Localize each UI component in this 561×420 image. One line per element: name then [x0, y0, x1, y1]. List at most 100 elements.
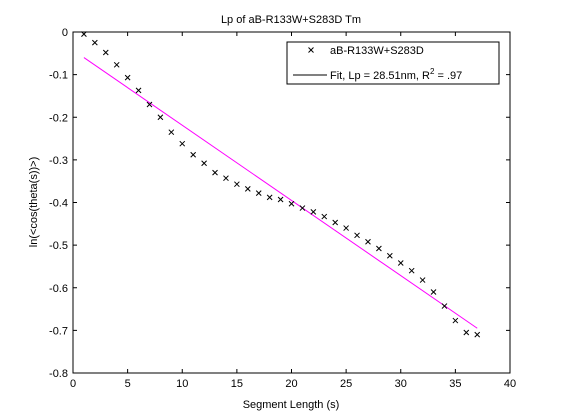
- y-tick-label: -0.1: [49, 70, 68, 82]
- data-point: [146, 101, 153, 108]
- data-point: [365, 238, 371, 245]
- y-tick-label: -0.5: [49, 240, 68, 252]
- legend-fit-suffix: = .97: [434, 70, 462, 82]
- legend-marker-x: [308, 47, 314, 53]
- data-point: [179, 140, 186, 147]
- axis-ticks: 0 5 10 15 20 25 30 35 40 0 -0.1 -0.2 -0.3 -0.4 -0.5 -0.…: [49, 27, 516, 390]
- data-point: [234, 181, 240, 188]
- data-point: [201, 160, 207, 167]
- marker-stroke: [376, 245, 382, 252]
- data-point: [190, 151, 197, 158]
- marker-stroke: [91, 39, 98, 46]
- marker-stroke: [244, 186, 251, 192]
- marker-stroke: [146, 101, 153, 108]
- data-point: [386, 252, 393, 259]
- data-point: [135, 87, 142, 94]
- data-point: [343, 225, 349, 231]
- data-point: [397, 260, 404, 266]
- data-point: [277, 196, 284, 203]
- marker-stroke: [463, 329, 470, 336]
- data-point: [376, 245, 382, 252]
- marker-stroke: [408, 267, 415, 274]
- legend-x-marker: [308, 47, 314, 53]
- marker-stroke: [190, 151, 197, 158]
- y-tick-label: -0.6: [49, 283, 68, 295]
- data-point: [452, 317, 459, 324]
- marker-stroke: [201, 160, 207, 167]
- chart-title: Lp of aB-R133W+S283D Tm: [221, 14, 361, 26]
- marker-stroke: [266, 194, 273, 201]
- data-point: [332, 219, 339, 226]
- legend-item-data: aB-R133W+S283D: [308, 45, 424, 57]
- fit-line: [83, 57, 478, 329]
- data-point: [168, 129, 175, 136]
- data-point: [299, 205, 306, 211]
- data-point: [474, 331, 481, 338]
- y-tick-label: -0.3: [49, 155, 68, 167]
- y-tick-label: -0.2: [49, 112, 68, 124]
- x-tick-label: 10: [176, 378, 188, 390]
- fit-line-layer: [83, 57, 478, 329]
- marker-stroke: [386, 252, 393, 259]
- data-markers: [81, 31, 481, 338]
- y-tick-label: 0: [62, 27, 68, 39]
- data-point: [408, 267, 415, 274]
- marker-stroke: [113, 61, 120, 68]
- legend-label-fit: Fit, Lp = 28.51nm, R2 = .97: [330, 67, 462, 82]
- data-point: [463, 329, 470, 336]
- data-point: [212, 169, 218, 176]
- x-tick-label: 5: [125, 378, 131, 390]
- x-tick-label: 25: [340, 378, 352, 390]
- x-tick-label: 35: [449, 378, 461, 390]
- data-point: [266, 194, 273, 201]
- marker-stroke: [397, 260, 404, 266]
- marker-stroke: [223, 175, 229, 182]
- legend-fit-superscript: 2: [430, 67, 435, 76]
- marker-stroke: [212, 169, 218, 176]
- data-point: [288, 200, 295, 207]
- data-point: [430, 289, 437, 295]
- data-point: [124, 74, 131, 81]
- marker-stroke: [135, 87, 142, 94]
- marker-stroke: [321, 213, 328, 220]
- legend: aB-R133W+S283D Fit, Lp = 28.51nm, R2 = .…: [286, 41, 500, 85]
- y-tick-label: -0.4: [49, 198, 68, 210]
- data-point: [81, 31, 87, 37]
- legend-item-fit: Fit, Lp = 28.51nm, R2 = .97: [293, 67, 462, 82]
- legend-box: [286, 41, 500, 85]
- marker-stroke: [365, 238, 371, 245]
- marker-stroke: [354, 232, 360, 239]
- marker-stroke: [277, 196, 284, 203]
- data-point: [223, 175, 229, 182]
- marker-stroke: [168, 129, 175, 136]
- marker-stroke: [474, 331, 481, 338]
- x-tick-label: 40: [504, 378, 516, 390]
- marker-stroke: [102, 49, 109, 56]
- x-tick-label: 30: [395, 378, 407, 390]
- data-point: [441, 303, 448, 309]
- marker-stroke: [288, 200, 295, 207]
- x-tick-label: 20: [285, 378, 297, 390]
- x-axis-label: Segment Length (s): [243, 399, 340, 411]
- data-point: [244, 186, 251, 192]
- marker-stroke: [255, 190, 262, 196]
- marker-stroke: [179, 140, 186, 147]
- marker-stroke: [310, 209, 317, 215]
- marker-stroke: [343, 225, 349, 231]
- marker-stroke: [332, 219, 339, 226]
- legend-label-data: aB-R133W+S283D: [330, 45, 424, 57]
- data-point: [113, 61, 120, 68]
- data-point: [157, 114, 164, 121]
- marker-stroke: [452, 317, 459, 324]
- plot-area: 0 5 10 15 20 25 30 35 40 0 -0.1 -0.2 -0.3 -0.4 -0.5 -0.…: [49, 27, 516, 390]
- marker-stroke: [124, 74, 131, 81]
- axes-box: [72, 31, 511, 374]
- y-tick-label: -0.7: [49, 325, 68, 337]
- y-axis-label: ln(<cos(theta(s))>): [28, 157, 40, 247]
- y-tick-label: -0.8: [49, 368, 68, 380]
- data-point: [91, 39, 98, 46]
- data-point: [321, 213, 328, 220]
- marker-stroke: [234, 181, 240, 188]
- marker-stroke: [419, 277, 426, 283]
